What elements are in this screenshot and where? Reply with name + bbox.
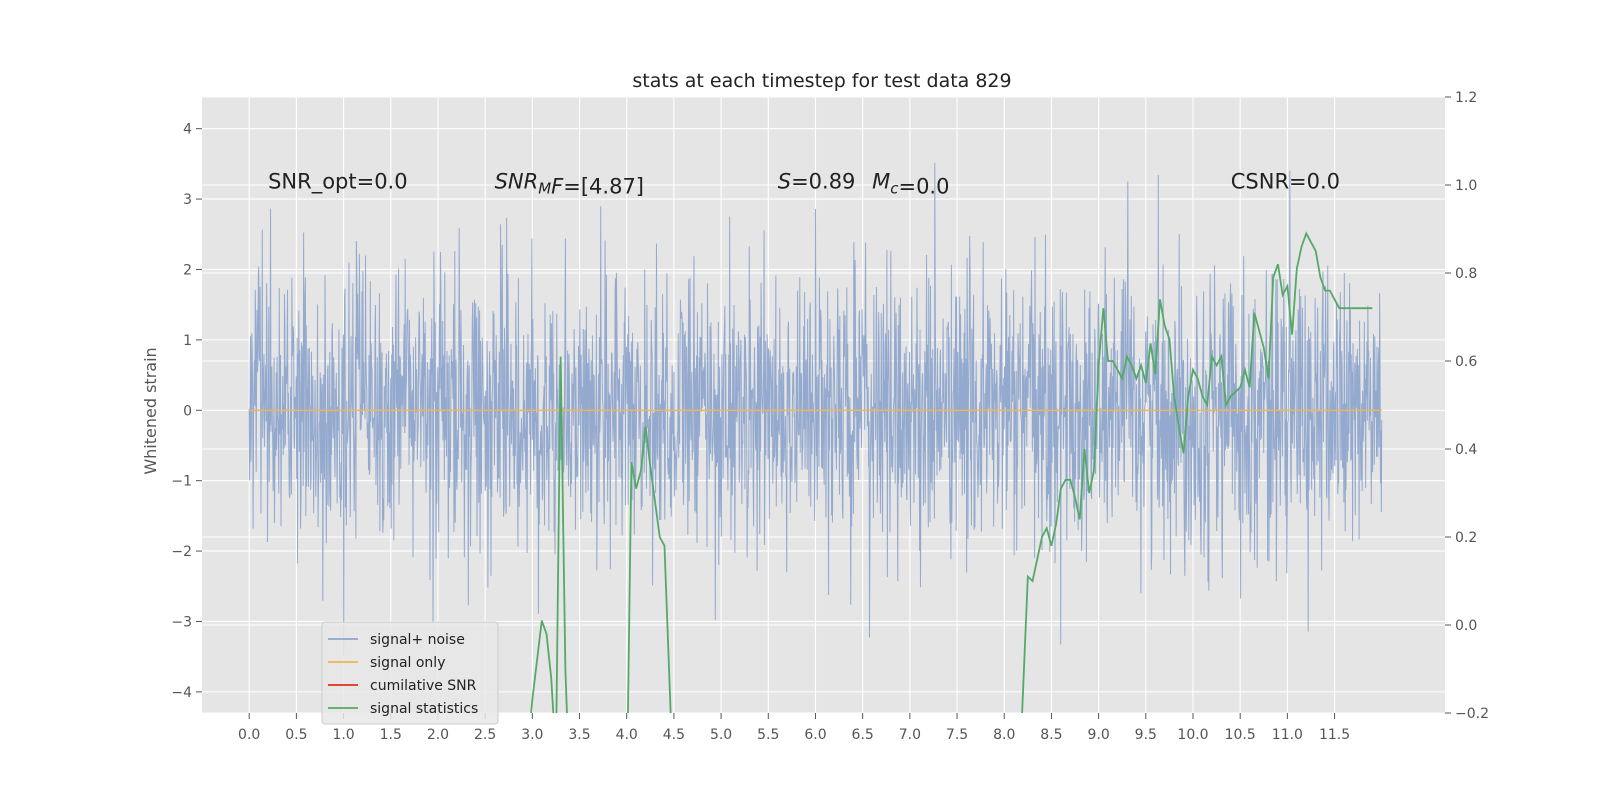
x-tick-label: 11.0 bbox=[1272, 727, 1303, 743]
x-tick-label: 4.0 bbox=[616, 727, 638, 743]
y2-tick-label: −0.2 bbox=[1455, 706, 1489, 722]
y2-tick-label: 0.4 bbox=[1455, 442, 1477, 458]
annotation-part: c bbox=[890, 180, 899, 198]
y-tick-label: 4 bbox=[183, 122, 192, 138]
annotation-text: SNR_opt=0.0 bbox=[268, 170, 408, 195]
y2-tick-label: 1.0 bbox=[1455, 178, 1477, 194]
annotation-part: CSNR=0.0 bbox=[1231, 170, 1340, 194]
y-tick-label: −3 bbox=[171, 614, 192, 630]
y2-tick-label: 0.2 bbox=[1455, 530, 1477, 546]
x-tick-label: 3.5 bbox=[568, 727, 590, 743]
y-tick-label: 3 bbox=[183, 192, 192, 208]
annotation-text: S=0.89 bbox=[778, 170, 856, 194]
annotation-part: M bbox=[538, 180, 551, 198]
x-tick-label: 5.0 bbox=[710, 727, 732, 743]
y-tick-label: −4 bbox=[171, 685, 192, 701]
y2-tick-label: 0.8 bbox=[1455, 266, 1477, 282]
annotation-part: =0.89 bbox=[791, 170, 855, 194]
annotation-part: SNR_opt=0.0 bbox=[268, 170, 408, 195]
annotation-text: CSNR=0.0 bbox=[1231, 170, 1340, 194]
x-tick-label: 0.5 bbox=[285, 727, 307, 743]
x-tick-label: 2.5 bbox=[474, 727, 496, 743]
y-tick-label: 2 bbox=[183, 262, 192, 278]
y-tick-label: 1 bbox=[183, 333, 192, 349]
signal-noise-series bbox=[248, 162, 1383, 657]
y-tick-label: −2 bbox=[171, 544, 192, 560]
x-tick-label: 5.5 bbox=[757, 727, 779, 743]
x-tick-label: 1.0 bbox=[332, 727, 354, 743]
x-tick-label: 6.5 bbox=[852, 727, 874, 743]
y-axis-left: −4 −3 −2 −1 0 1 2 3 4 bbox=[171, 122, 202, 701]
legend-label: signal only bbox=[370, 655, 445, 671]
x-tick-label: 10.5 bbox=[1225, 727, 1256, 743]
x-tick-label: 2.0 bbox=[427, 727, 449, 743]
annotation-part: F bbox=[551, 175, 564, 199]
x-tick-label: 6.0 bbox=[804, 727, 826, 743]
legend-label: cumilative SNR bbox=[370, 678, 477, 694]
y2-tick-label: 0.6 bbox=[1455, 354, 1477, 370]
annotations: SNR_opt=0.0 SNRMF=[4.87] S=0.89 Mc=0.0 CSNR=… bbox=[268, 170, 1340, 199]
x-tick-label: 4.5 bbox=[663, 727, 685, 743]
x-axis: 0.0 0.5 1.0 1.5 2.0 2.5 3.0 3.5 4.0 4.5 5.0 5.5 6.0 6… bbox=[238, 713, 1350, 743]
legend-label: signal statistics bbox=[370, 701, 478, 717]
chart-title: stats at each timestep for test data 829 bbox=[632, 70, 1011, 92]
y-tick-label: 0 bbox=[183, 403, 192, 419]
annotation-part: M bbox=[872, 170, 890, 194]
annotation-part: S bbox=[778, 170, 791, 194]
x-tick-label: 11.5 bbox=[1319, 727, 1350, 743]
x-tick-label: 10.0 bbox=[1177, 727, 1208, 743]
line-series bbox=[249, 231, 1382, 713]
x-tick-label: 9.5 bbox=[1135, 727, 1157, 743]
x-tick-label: 8.5 bbox=[1040, 727, 1062, 743]
legend-box bbox=[321, 621, 499, 725]
y2-tick-label: 1.2 bbox=[1455, 90, 1477, 106]
y-axis-label: Whitened strain bbox=[141, 347, 160, 474]
legend-label: signal+ noise bbox=[370, 632, 465, 648]
x-tick-label: 0.0 bbox=[238, 727, 260, 743]
annotation-part: SNR bbox=[495, 170, 539, 194]
annotation-part: =[4.87] bbox=[563, 175, 644, 199]
x-tick-label: 7.5 bbox=[946, 727, 968, 743]
annotation-part: =0.0 bbox=[898, 175, 949, 199]
series-line-signal-noise bbox=[248, 162, 1383, 657]
annotation-text: Mc=0.0 bbox=[872, 170, 949, 199]
x-tick-label: 1.5 bbox=[380, 727, 402, 743]
x-tick-label: 9.0 bbox=[1087, 727, 1109, 743]
y-tick-label: −1 bbox=[171, 474, 192, 490]
y-axis-right: −0.2 0.0 0.2 0.4 0.6 0.8 1.0 1.2 bbox=[1445, 90, 1489, 722]
x-tick-label: 8.0 bbox=[993, 727, 1015, 743]
y2-tick-label: 0.0 bbox=[1455, 618, 1477, 634]
legend: signal+ noise signal only cumilative SNR si… bbox=[321, 621, 499, 725]
x-tick-label: 7.0 bbox=[899, 727, 921, 743]
x-tick-label: 3.0 bbox=[521, 727, 543, 743]
annotation-text: SNRMF=[4.87] bbox=[495, 170, 644, 199]
series-line-signal-statistics bbox=[530, 231, 1373, 713]
